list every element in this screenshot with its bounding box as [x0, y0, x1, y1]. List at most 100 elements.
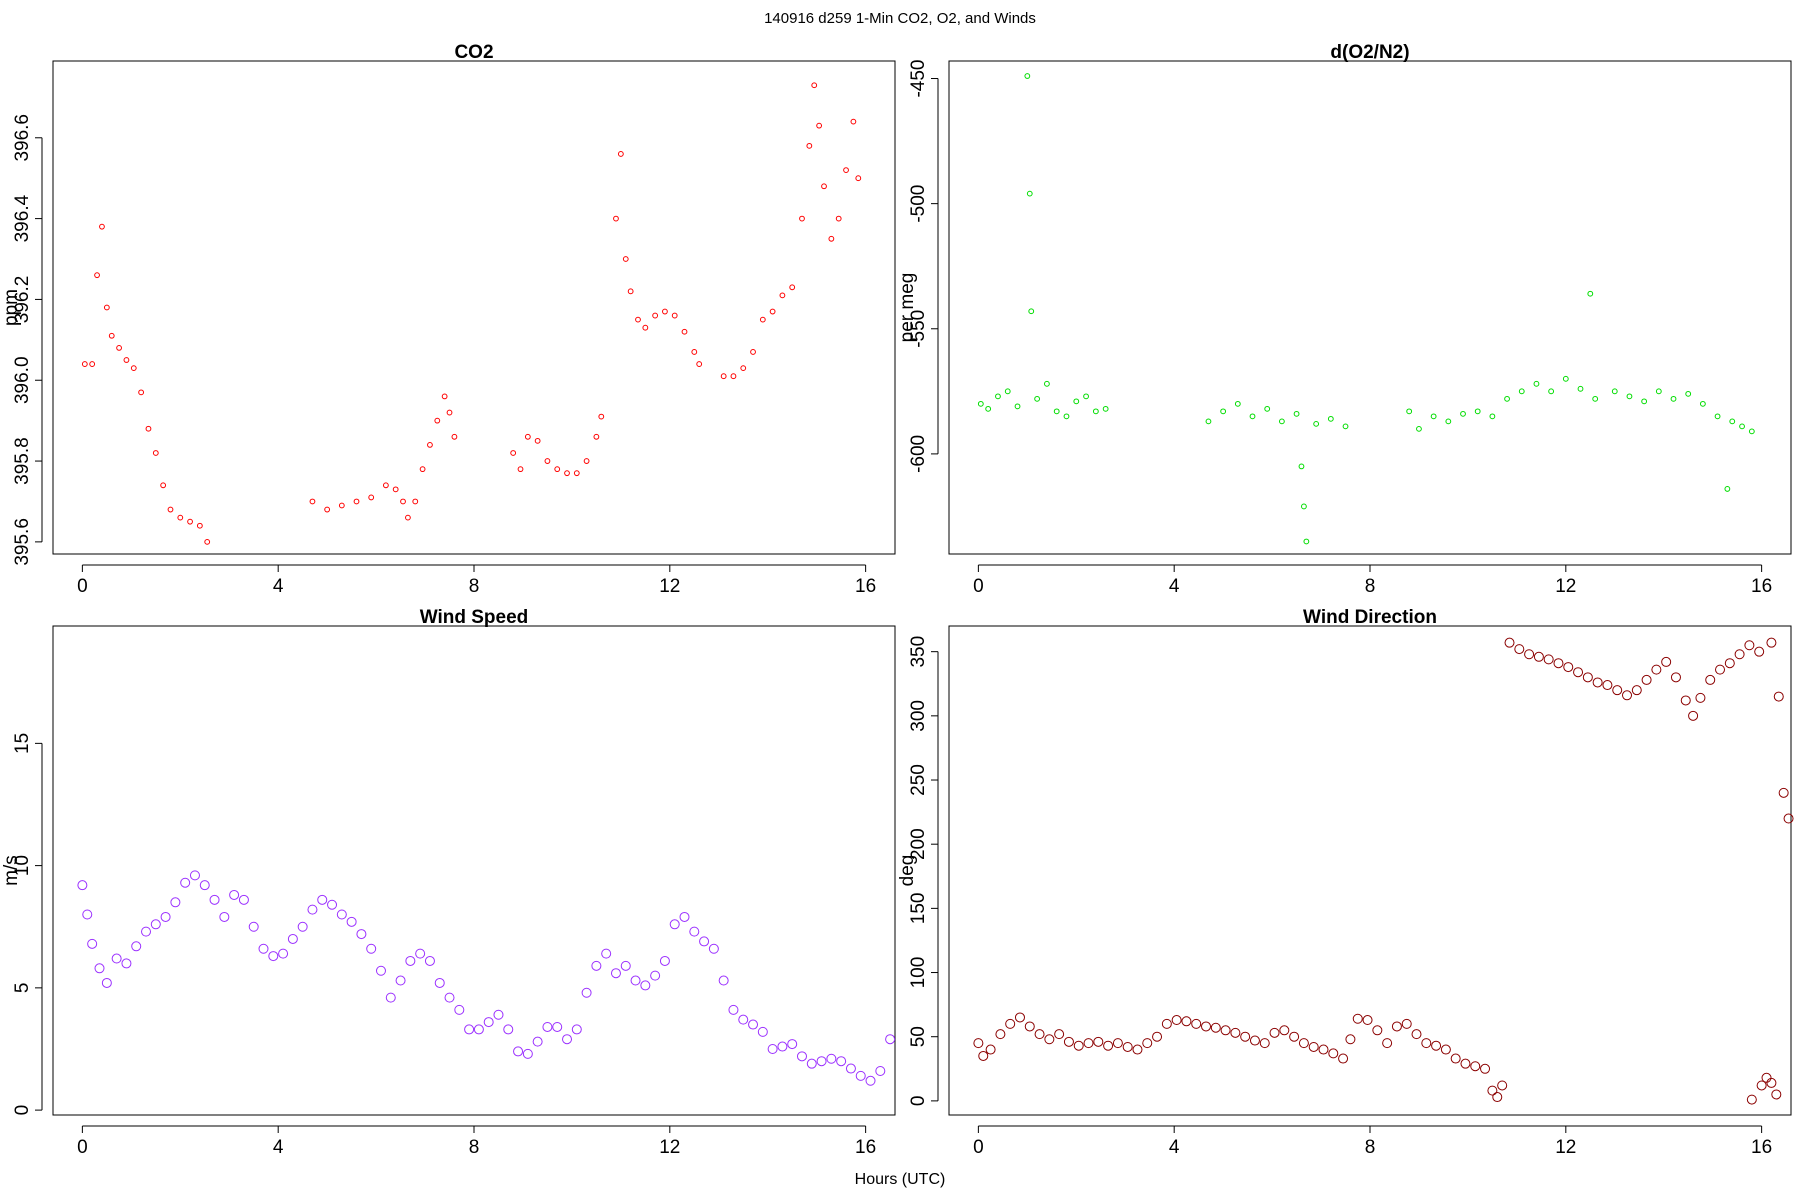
wind-direction-data-point — [1230, 1027, 1241, 1038]
wind-speed-data-point — [855, 1070, 866, 1081]
wind-speed-data-point — [718, 975, 729, 986]
wind-speed-data-point — [464, 1024, 475, 1035]
o2n2-y-label: per meg — [897, 273, 918, 343]
wind-speed-x-tick-label: 4 — [273, 1137, 284, 1158]
wind-speed-data-point — [180, 877, 191, 888]
co2-data-point — [617, 151, 624, 157]
wind-direction-data-point — [1766, 1077, 1777, 1088]
wind-direction-data-point — [1533, 651, 1544, 662]
wind-speed-x-tick-label: 0 — [77, 1137, 88, 1158]
o2n2-data-point — [1026, 190, 1033, 197]
co2-data-point — [177, 514, 184, 521]
wind-direction-data-point — [985, 1044, 996, 1055]
wind-speed-data-point — [424, 955, 435, 966]
wind-speed-data-point — [738, 1014, 749, 1025]
wind-direction-data-point — [1680, 695, 1691, 706]
co2-data-point — [108, 332, 115, 339]
co2-data-point — [635, 316, 641, 323]
o2n2-x-tick-label: 16 — [1751, 576, 1772, 597]
wind-speed-data-point — [160, 911, 171, 922]
wind-speed-x-tick-label: 8 — [469, 1137, 480, 1158]
wind-direction-data-point — [1298, 1038, 1309, 1049]
o2n2-data-point — [1611, 388, 1618, 395]
wind-direction-data-point — [995, 1029, 1006, 1040]
wind-speed-data-point — [336, 909, 347, 920]
wind-speed-data-point — [757, 1026, 768, 1037]
o2n2-data-point — [1670, 395, 1677, 402]
o2n2-data-point — [1083, 393, 1089, 400]
wind-speed-data-point — [699, 936, 710, 947]
wind-speed-data-point — [317, 894, 328, 905]
wind-direction-plot-frame — [948, 625, 1792, 1116]
co2-data-point — [799, 215, 805, 222]
wind-speed-data-point — [708, 943, 719, 954]
o2n2-data-point — [1587, 290, 1594, 297]
co2-data-point — [510, 450, 517, 456]
wind-speed-data-point — [189, 870, 200, 881]
wind-speed-data-point — [248, 921, 259, 932]
co2-data-point — [353, 498, 360, 505]
wind-direction-data-point — [1240, 1031, 1251, 1042]
wind-direction-y-tick-label: 300 — [908, 700, 929, 732]
wind-direction-data-point — [973, 1038, 984, 1049]
wind-speed-data-point — [679, 911, 690, 922]
o2n2-data-point — [1278, 418, 1285, 425]
o2n2-data-point — [1092, 408, 1099, 415]
o2n2-data-point — [1416, 425, 1422, 432]
o2n2-data-point — [1748, 428, 1755, 435]
wind-direction-data-point — [1492, 1092, 1503, 1103]
o2n2-x-tick-label: 4 — [1169, 576, 1180, 597]
co2-data-point — [81, 361, 88, 367]
wind-speed-data-point — [796, 1051, 807, 1062]
co2-data-point — [89, 361, 96, 367]
figure-title: 140916 d259 1-Min CO2, O2, and Winds — [764, 10, 1036, 27]
wind-speed-plot-frame — [52, 625, 896, 1116]
co2-data-point — [405, 514, 411, 521]
o2n2-y-tick-label: -450 — [908, 60, 929, 98]
wind-speed-y-label: m/s — [1, 855, 22, 886]
wind-direction-data-point — [1543, 654, 1554, 665]
co2-data-point — [412, 498, 419, 505]
wind-direction-data-point — [1210, 1022, 1221, 1033]
co2-data-point — [806, 142, 813, 149]
wind-speed-y-tick-label: 5 — [12, 983, 33, 994]
co2-data-point — [613, 215, 619, 222]
o2n2-y-tick-label: -500 — [908, 185, 929, 223]
co2-y-tick-label: 396.6 — [12, 114, 33, 162]
o2n2-data-point — [1724, 486, 1731, 492]
wind-direction-data-point — [1093, 1036, 1104, 1047]
wind-speed-data-point — [278, 948, 289, 959]
wind-speed-data-point — [356, 929, 367, 940]
wind-speed-data-point — [434, 977, 445, 988]
co2-data-point — [564, 470, 570, 477]
co2-x-tick-label: 12 — [659, 576, 680, 597]
wind-direction-data-point — [1705, 674, 1716, 685]
wind-speed-title: Wind Speed — [420, 607, 529, 628]
wind-direction-data-point — [1563, 662, 1574, 673]
o2n2-y-tick-label: -550 — [908, 310, 929, 348]
wind-speed-data-point — [748, 1019, 759, 1030]
wind-speed-data-point — [150, 919, 161, 930]
wind-speed-data-point — [131, 941, 142, 952]
wind-speed-data-point — [806, 1058, 817, 1069]
o2n2-data-point — [1729, 418, 1736, 425]
wind-direction-data-point — [1688, 710, 1699, 721]
wind-direction-y-tick-label: 100 — [908, 957, 929, 989]
wind-direction-data-point — [1372, 1025, 1383, 1036]
wind-direction-data-point — [1612, 685, 1623, 696]
wind-speed-data-point — [366, 943, 377, 954]
co2-data-point — [720, 373, 727, 380]
wind-speed-data-point — [562, 1034, 573, 1045]
co2-data-point — [573, 470, 580, 477]
wind-direction-data-point — [1746, 1094, 1757, 1105]
wind-direction-data-point — [1401, 1018, 1412, 1029]
co2-data-point — [696, 361, 703, 367]
co2-data-point — [821, 183, 827, 190]
co2-data-point — [835, 215, 842, 222]
o2n2-data-point — [1220, 408, 1227, 415]
wind-direction-data-point — [1352, 1013, 1363, 1024]
co2-x-tick-label: 0 — [77, 576, 88, 597]
wind-direction-y-tick-label: 200 — [908, 828, 929, 860]
wind-direction-data-point — [1766, 637, 1777, 648]
co2-data-point — [681, 328, 688, 335]
